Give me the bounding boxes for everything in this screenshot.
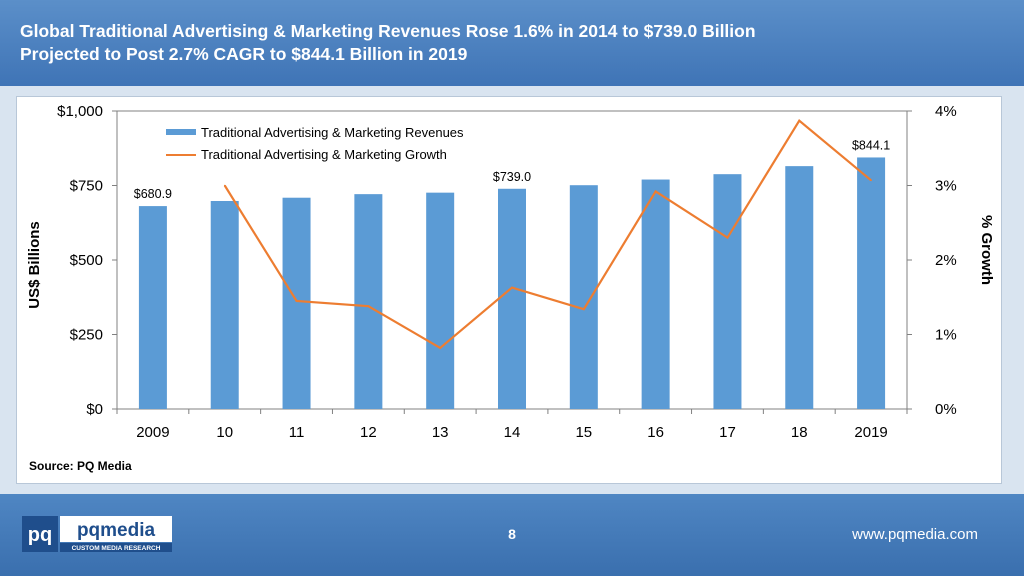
source-note: Source: PQ Media (29, 459, 132, 473)
x-tick-label: 15 (575, 424, 592, 441)
logo-tagline-text: CUSTOM MEDIA RESEARCH (72, 545, 161, 552)
legend-growth-label: Traditional Advertising & Marketing Grow… (201, 147, 447, 162)
revenue-bar (210, 200, 239, 409)
x-tick-label: 12 (360, 424, 377, 441)
revenue-bar (857, 157, 886, 409)
slide-footer: pq pqmedia CUSTOM MEDIA RESEARCH 8 www.p… (0, 494, 1024, 576)
right-tick-label: 0% (935, 401, 957, 418)
data-label: $739.0 (493, 170, 531, 184)
left-tick-label: $500 (70, 252, 103, 269)
x-tick-label: 10 (216, 424, 233, 441)
left-tick-label: $750 (70, 178, 103, 195)
revenue-bar (354, 194, 383, 409)
growth-point (439, 347, 441, 349)
data-label: $844.1 (852, 138, 890, 152)
left-tick-label: $1,000 (57, 103, 103, 120)
x-tick-label: 14 (504, 424, 521, 441)
growth-line (223, 119, 872, 350)
right-tick-label: 1% (935, 327, 957, 344)
y-axis-title: US$ Billions (26, 221, 43, 309)
chart-panel: $0 $250 $500 $750 $1,000 0% 1% 2% 3% 4% 2009 10 11 12… (16, 96, 1002, 484)
y2-axis-title: % Growth (978, 215, 995, 285)
logo-pq-text: pq (28, 524, 52, 546)
revenue-bar (641, 179, 670, 409)
x-tick-label: 18 (791, 424, 808, 441)
right-tick-label: 3% (935, 178, 957, 195)
right-tick-label: 4% (935, 103, 957, 120)
x-tick-label: 16 (647, 424, 664, 441)
revenue-bar (498, 188, 526, 409)
growth-point (223, 184, 226, 187)
slide-title: Global Traditional Advertising & Marketi… (20, 20, 1010, 66)
legend-bar-swatch (166, 129, 196, 135)
website-link[interactable]: www.pqmedia.com (852, 526, 978, 543)
growth-point (511, 286, 513, 289)
revenue-bar (282, 197, 311, 409)
growth-point (726, 236, 729, 239)
revenue-bar (785, 166, 814, 409)
x-tick-label: 2019 (854, 424, 887, 441)
growth-point (870, 179, 872, 182)
right-tick-label: 2% (935, 252, 957, 269)
pqmedia-logo: pq pqmedia CUSTOM MEDIA RESEARCH (22, 516, 172, 552)
growth-point (583, 308, 585, 310)
growth-point (798, 119, 801, 122)
data-label: $680.9 (134, 187, 172, 201)
x-tick-label: 13 (432, 424, 449, 441)
page-number: 8 (508, 526, 516, 542)
x-tick-label: 17 (719, 424, 736, 441)
growth-point (295, 300, 298, 302)
growth-point (367, 305, 370, 307)
x-tick-label: 11 (289, 424, 305, 441)
revenue-bar (569, 185, 598, 409)
revenue-bar (426, 192, 455, 409)
left-tick-label: $250 (70, 327, 103, 344)
left-tick-label: $0 (86, 401, 103, 418)
slide-header: Global Traditional Advertising & Marketi… (0, 0, 1024, 86)
revenue-bar (713, 174, 742, 409)
title-line-1: Global Traditional Advertising & Marketi… (20, 21, 756, 41)
growth-point (654, 190, 657, 193)
revenue-growth-chart: $0 $250 $500 $750 $1,000 0% 1% 2% 3% 4% 2009 10 11 12… (26, 103, 995, 441)
x-tick-label: 2009 (136, 424, 169, 441)
revenue-bar (138, 206, 167, 409)
legend-revenues-label: Traditional Advertising & Marketing Reve… (201, 125, 464, 140)
title-line-2: Projected to Post 2.7% CAGR to $844.1 Bi… (20, 44, 468, 64)
logo-name-text: pqmedia (77, 520, 156, 541)
